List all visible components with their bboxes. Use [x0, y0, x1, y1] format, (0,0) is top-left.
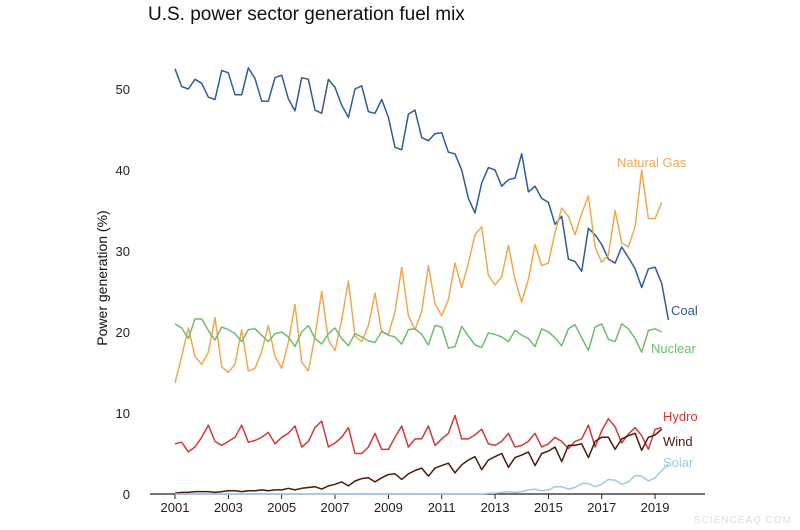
series-line-wind: [174, 428, 663, 494]
series-label-solar: Solar: [663, 455, 694, 470]
series-line-hydro: [174, 414, 662, 455]
y-tick-label: 40: [116, 163, 130, 178]
y-tick-label: 30: [116, 244, 130, 259]
x-tick-label: 2017: [587, 500, 616, 515]
series-label-natural-gas: Natural Gas: [617, 155, 687, 170]
series-line-nuclear: [174, 318, 663, 354]
x-tick-label: 2007: [321, 500, 350, 515]
y-tick-label: 50: [116, 82, 130, 97]
series-label-nuclear: Nuclear: [651, 341, 696, 356]
series-label-wind: Wind: [663, 434, 693, 449]
chart-title: U.S. power sector generation fuel mix: [148, 4, 465, 25]
y-tick-label: 0: [123, 487, 130, 502]
series-label-coal: Coal: [671, 303, 698, 318]
x-tick-label: 2011: [428, 500, 456, 515]
series-label-hydro: Hydro: [663, 409, 698, 424]
x-tick-label: 2003: [214, 500, 243, 515]
x-tick-label: 2015: [534, 500, 563, 515]
x-tick-label: 2005: [267, 500, 296, 515]
y-tick-label: 20: [116, 325, 130, 340]
x-tick-label: 2009: [374, 500, 403, 515]
x-tick-label: 2013: [481, 500, 510, 515]
series-line-coal: [174, 67, 670, 321]
y-tick-label: 10: [116, 406, 130, 421]
watermark: SCIENCEAQ.COM: [693, 515, 792, 526]
x-tick-label: 2019: [641, 500, 670, 515]
series-line-natural-gas: [174, 169, 663, 384]
x-tick-label: 2001: [161, 500, 190, 515]
series-line-solar: [175, 463, 669, 495]
